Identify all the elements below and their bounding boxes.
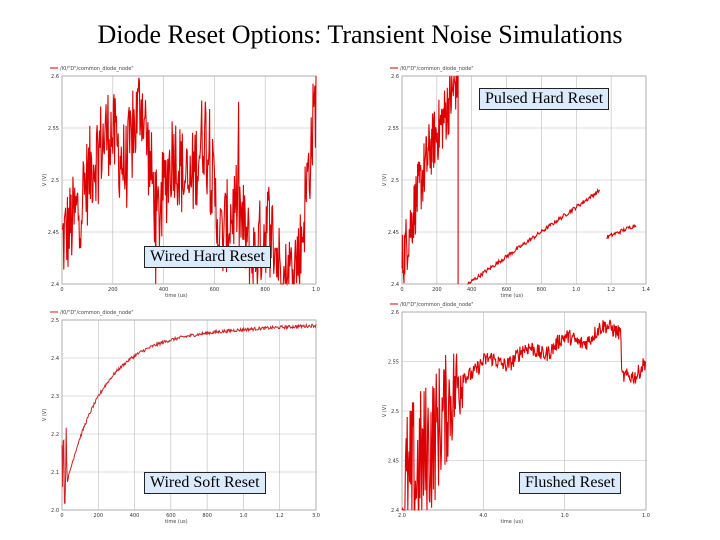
x-tick-label: 400	[467, 287, 477, 293]
y-tick-label: 2.5	[391, 409, 399, 415]
chart-svg: /I0/"D"/common_diode_node"2.6 2.55 2.5 2.45…	[382, 302, 650, 525]
y-tick-label: 2.45	[48, 230, 59, 236]
y-axis-label: V (V)	[382, 405, 388, 417]
x-tick-label: 3.0	[312, 513, 320, 519]
y-tick-label: 2.1	[51, 470, 59, 476]
x-tick-label: 1.0	[642, 513, 650, 519]
series-line	[467, 187, 601, 285]
chart-wired-soft-reset: /I0/"D"/common_diode_node" 2.5 2.4 2.3 2.2 2.…	[36, 306, 326, 526]
x-tick-label: 1.0	[239, 513, 247, 519]
x-tick-label: 1.0	[572, 287, 580, 293]
label-pulsed-hard-reset: Pulsed Hard Reset	[479, 88, 610, 110]
y-tick-label: 2.55	[48, 126, 59, 132]
x-axis-label: time (us)	[501, 519, 524, 525]
x-tick-label: 800	[260, 287, 270, 293]
x-tick-label: 800	[202, 513, 212, 519]
y-tick-label: 2.5	[391, 178, 399, 184]
legend-text: /I0/"D"/common_diode_node"	[400, 66, 474, 72]
x-tick-label: 0	[400, 287, 403, 293]
chart-flushed-reset: /I0/"D"/common_diode_node" 2.6 2.55 2.5 2.45…	[376, 298, 656, 526]
label-flushed-reset: Flushed Reset	[519, 472, 622, 494]
page-title: Diode Reset Options: Transient Noise Sim…	[97, 20, 623, 49]
chart-svg: /I0/"D"/common_diode_node"2.5 2.4 2.3 2.2 2.…	[42, 310, 320, 525]
chart-svg: /I0/"D"/common_diode_node"2.6 2.55 2.5 2.45…	[382, 66, 650, 299]
x-tick-label: 1.0	[561, 513, 569, 519]
x-tick-label: 0	[60, 513, 63, 519]
x-tick-label: 2.0	[398, 513, 406, 519]
x-tick-label: 1.0	[312, 287, 320, 293]
legend-text: /I0/"D"/common_diode_node"	[60, 310, 134, 316]
legend-text: /I0/"D"/common_diode_node"	[400, 302, 474, 308]
x-tick-label: 800	[537, 287, 547, 293]
label-wired-soft-reset: Wired Soft Reset	[144, 472, 266, 494]
x-tick-label: 600	[502, 287, 512, 293]
y-tick-label: 2.5	[51, 318, 59, 324]
series-line	[401, 75, 459, 284]
y-tick-label: 2.4	[391, 282, 399, 288]
y-tick-label: 2.45	[388, 459, 399, 465]
x-tick-label: 200	[432, 287, 442, 293]
y-tick-label: 2.55	[388, 126, 399, 132]
x-axis-label: time (us)	[501, 293, 524, 299]
x-tick-label: 200	[108, 287, 118, 293]
y-tick-label: 2.6	[391, 310, 399, 316]
x-tick-label: 600	[210, 287, 220, 293]
y-tick-label: 2.5	[51, 178, 59, 184]
y-tick-label: 2.4	[51, 282, 59, 288]
y-tick-label: 2.6	[391, 74, 399, 80]
x-tick-label: 1.4	[642, 287, 650, 293]
series-line	[606, 223, 637, 240]
x-axis-label: time (us)	[165, 519, 188, 525]
series-line	[401, 319, 647, 511]
legend-text: /I0/"D"/common_diode_node"	[60, 66, 134, 72]
x-tick-label: 600	[166, 513, 176, 519]
series-line	[61, 322, 317, 504]
y-axis-label: V (V)	[42, 409, 48, 421]
x-tick-label: 0	[60, 287, 63, 293]
x-tick-label: 400	[130, 513, 140, 519]
x-axis-label: time (us)	[165, 293, 188, 299]
x-tick-label: 200	[94, 513, 104, 519]
y-axis-label: V (V)	[42, 174, 48, 186]
y-tick-label: 2.0	[51, 508, 59, 514]
y-tick-label: 2.4	[391, 508, 399, 514]
x-tick-label: 400	[159, 287, 169, 293]
chart-pulsed-hard-reset: /I0/"D"/common_diode_node" 2.6 2.55 2.5 2.45…	[376, 62, 656, 300]
y-tick-label: 2.55	[388, 360, 399, 366]
x-tick-label: 1.2	[276, 513, 284, 519]
label-wired-hard-reset: Wired Hard Reset	[144, 246, 271, 268]
chart-svg: /I0/"D"/common_diode_node"2.6 2.55 2.5 2.45…	[42, 66, 320, 299]
chart-wired-hard-reset: /I0/"D"/common_diode_node" 2.6 2.55 2.5 2.45…	[36, 62, 326, 300]
y-tick-label: 2.2	[51, 432, 59, 438]
x-tick-label: 1.2	[607, 287, 615, 293]
y-tick-label: 2.6	[51, 74, 59, 80]
y-tick-label: 2.4	[51, 356, 59, 362]
y-axis-label: V (V)	[382, 174, 388, 186]
y-tick-label: 2.45	[388, 230, 399, 236]
y-tick-label: 2.3	[51, 394, 59, 400]
series-line	[61, 75, 317, 286]
x-tick-label: 4.0	[479, 513, 487, 519]
